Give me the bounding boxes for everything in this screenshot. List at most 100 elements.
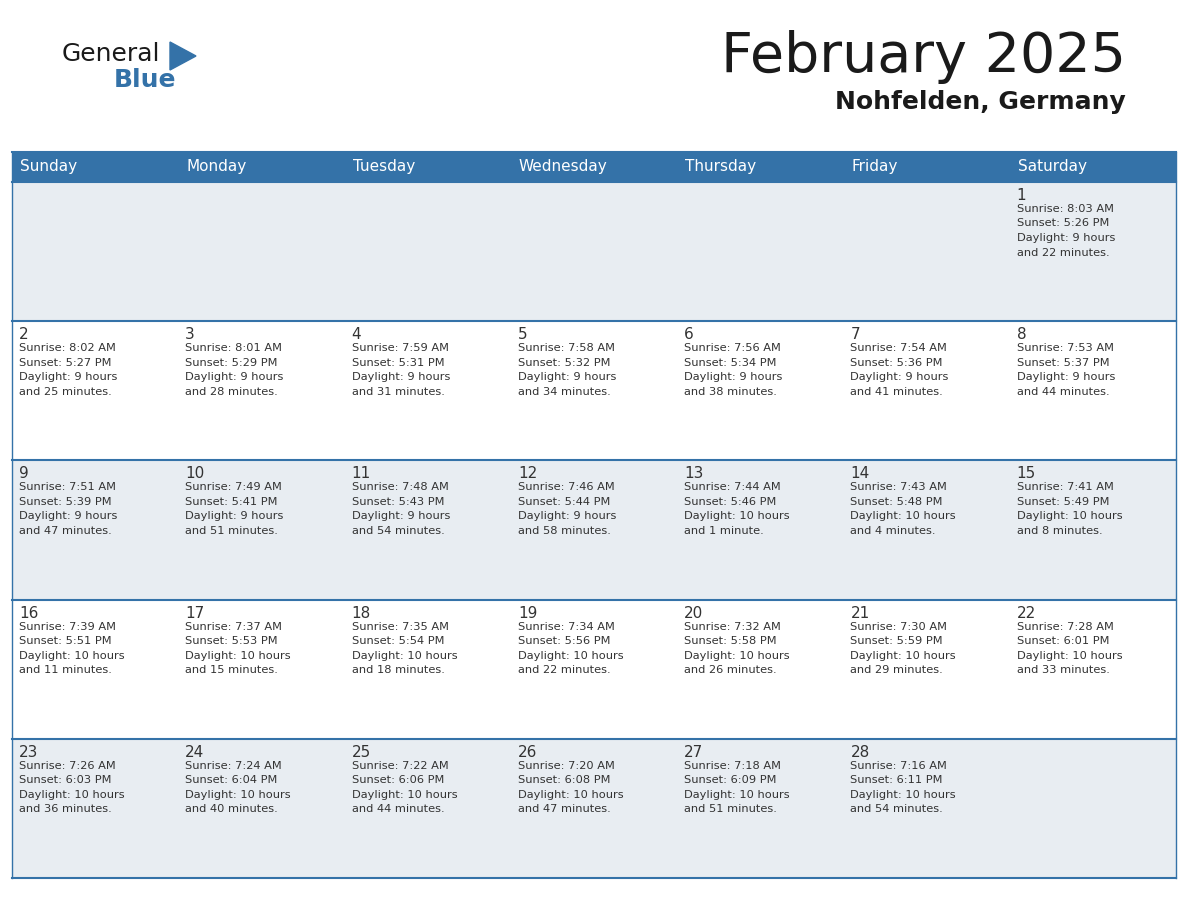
Bar (12, 739, 1176, 878)
Text: Sunrise: 7:34 AM: Sunrise: 7:34 AM (518, 621, 614, 632)
Text: Sunrise: 7:24 AM: Sunrise: 7:24 AM (185, 761, 282, 771)
Bar (12, 599, 1176, 739)
Text: Sunset: 5:48 PM: Sunset: 5:48 PM (851, 497, 943, 507)
Text: 21: 21 (851, 606, 870, 621)
Text: Sunset: 6:06 PM: Sunset: 6:06 PM (352, 776, 444, 785)
Text: Wednesday: Wednesday (519, 160, 607, 174)
Text: Daylight: 10 hours: Daylight: 10 hours (518, 651, 624, 661)
Text: 15: 15 (1017, 466, 1036, 481)
Text: Sunset: 6:08 PM: Sunset: 6:08 PM (518, 776, 611, 785)
Text: Daylight: 10 hours: Daylight: 10 hours (684, 651, 790, 661)
Text: 23: 23 (19, 744, 38, 760)
Text: Sunset: 5:27 PM: Sunset: 5:27 PM (19, 358, 112, 368)
Text: Sunrise: 7:35 AM: Sunrise: 7:35 AM (352, 621, 449, 632)
Text: Daylight: 9 hours: Daylight: 9 hours (518, 511, 617, 521)
Text: 1: 1 (1017, 188, 1026, 203)
Text: 7: 7 (851, 327, 860, 342)
Text: and 4 minutes.: and 4 minutes. (851, 526, 936, 536)
Text: Sunset: 5:37 PM: Sunset: 5:37 PM (1017, 358, 1110, 368)
Text: Sunset: 5:56 PM: Sunset: 5:56 PM (518, 636, 611, 646)
Text: and 51 minutes.: and 51 minutes. (684, 804, 777, 814)
Text: and 47 minutes.: and 47 minutes. (518, 804, 611, 814)
Text: Saturday: Saturday (1018, 160, 1087, 174)
Text: and 26 minutes.: and 26 minutes. (684, 666, 777, 675)
Text: 27: 27 (684, 744, 703, 760)
Text: Sunrise: 8:03 AM: Sunrise: 8:03 AM (1017, 204, 1113, 214)
Text: Daylight: 9 hours: Daylight: 9 hours (19, 372, 118, 382)
Text: 24: 24 (185, 744, 204, 760)
Text: and 25 minutes.: and 25 minutes. (19, 386, 112, 397)
Text: Sunrise: 8:02 AM: Sunrise: 8:02 AM (19, 343, 116, 353)
Text: Daylight: 9 hours: Daylight: 9 hours (851, 372, 949, 382)
Text: Monday: Monday (187, 160, 247, 174)
Text: and 54 minutes.: and 54 minutes. (352, 526, 444, 536)
Text: Sunset: 5:49 PM: Sunset: 5:49 PM (1017, 497, 1110, 507)
Text: Daylight: 9 hours: Daylight: 9 hours (1017, 372, 1116, 382)
Text: Daylight: 10 hours: Daylight: 10 hours (19, 789, 125, 800)
Text: Sunset: 5:41 PM: Sunset: 5:41 PM (185, 497, 278, 507)
Text: Sunrise: 7:56 AM: Sunrise: 7:56 AM (684, 343, 781, 353)
Text: and 33 minutes.: and 33 minutes. (1017, 666, 1110, 675)
Text: Sunrise: 7:16 AM: Sunrise: 7:16 AM (851, 761, 947, 771)
Text: Daylight: 10 hours: Daylight: 10 hours (684, 789, 790, 800)
Text: and 44 minutes.: and 44 minutes. (1017, 386, 1110, 397)
Text: Sunset: 5:43 PM: Sunset: 5:43 PM (352, 497, 444, 507)
Text: Sunrise: 7:46 AM: Sunrise: 7:46 AM (518, 482, 614, 492)
Text: and 47 minutes.: and 47 minutes. (19, 526, 112, 536)
Text: Daylight: 10 hours: Daylight: 10 hours (352, 789, 457, 800)
Text: Sunrise: 7:32 AM: Sunrise: 7:32 AM (684, 621, 781, 632)
Text: Sunset: 5:44 PM: Sunset: 5:44 PM (518, 497, 611, 507)
Text: Blue: Blue (114, 68, 177, 92)
Text: Daylight: 10 hours: Daylight: 10 hours (851, 789, 956, 800)
Text: 22: 22 (1017, 606, 1036, 621)
Text: Thursday: Thursday (685, 160, 757, 174)
Text: Sunset: 6:04 PM: Sunset: 6:04 PM (185, 776, 278, 785)
Text: Daylight: 10 hours: Daylight: 10 hours (684, 511, 790, 521)
Text: Daylight: 10 hours: Daylight: 10 hours (1017, 511, 1123, 521)
Text: 12: 12 (518, 466, 537, 481)
Text: and 8 minutes.: and 8 minutes. (1017, 526, 1102, 536)
Text: Daylight: 9 hours: Daylight: 9 hours (352, 372, 450, 382)
Polygon shape (170, 42, 196, 70)
Text: Sunrise: 7:48 AM: Sunrise: 7:48 AM (352, 482, 448, 492)
Text: Daylight: 9 hours: Daylight: 9 hours (352, 511, 450, 521)
Text: General: General (62, 42, 160, 66)
Text: Sunset: 5:36 PM: Sunset: 5:36 PM (851, 358, 943, 368)
Text: and 22 minutes.: and 22 minutes. (1017, 248, 1110, 258)
Text: Sunset: 5:53 PM: Sunset: 5:53 PM (185, 636, 278, 646)
Text: Sunset: 5:54 PM: Sunset: 5:54 PM (352, 636, 444, 646)
Text: Daylight: 10 hours: Daylight: 10 hours (851, 651, 956, 661)
Text: 18: 18 (352, 606, 371, 621)
Text: 9: 9 (19, 466, 29, 481)
Text: Nohfelden, Germany: Nohfelden, Germany (835, 90, 1126, 114)
Text: February 2025: February 2025 (721, 30, 1126, 84)
Bar (12, 321, 1176, 461)
Text: Daylight: 10 hours: Daylight: 10 hours (1017, 651, 1123, 661)
Text: Daylight: 9 hours: Daylight: 9 hours (1017, 233, 1116, 243)
Text: 2: 2 (19, 327, 29, 342)
Text: and 40 minutes.: and 40 minutes. (185, 804, 278, 814)
Text: Sunrise: 7:53 AM: Sunrise: 7:53 AM (1017, 343, 1113, 353)
Text: 13: 13 (684, 466, 703, 481)
Text: 28: 28 (851, 744, 870, 760)
Text: Sunrise: 7:30 AM: Sunrise: 7:30 AM (851, 621, 947, 632)
Text: 3: 3 (185, 327, 195, 342)
Text: Sunrise: 7:18 AM: Sunrise: 7:18 AM (684, 761, 782, 771)
Text: Sunset: 5:29 PM: Sunset: 5:29 PM (185, 358, 278, 368)
Text: and 31 minutes.: and 31 minutes. (352, 386, 444, 397)
Text: Daylight: 10 hours: Daylight: 10 hours (851, 511, 956, 521)
Text: Sunset: 5:39 PM: Sunset: 5:39 PM (19, 497, 112, 507)
Text: Daylight: 10 hours: Daylight: 10 hours (185, 651, 291, 661)
Text: Daylight: 9 hours: Daylight: 9 hours (185, 372, 284, 382)
Text: and 11 minutes.: and 11 minutes. (19, 666, 112, 675)
Text: Sunset: 5:58 PM: Sunset: 5:58 PM (684, 636, 777, 646)
Text: Tuesday: Tuesday (353, 160, 415, 174)
Text: 6: 6 (684, 327, 694, 342)
Text: 8: 8 (1017, 327, 1026, 342)
Text: Daylight: 9 hours: Daylight: 9 hours (518, 372, 617, 382)
Text: 17: 17 (185, 606, 204, 621)
Text: 19: 19 (518, 606, 537, 621)
Text: Daylight: 10 hours: Daylight: 10 hours (185, 789, 291, 800)
Text: Sunset: 6:03 PM: Sunset: 6:03 PM (19, 776, 112, 785)
Text: and 51 minutes.: and 51 minutes. (185, 526, 278, 536)
